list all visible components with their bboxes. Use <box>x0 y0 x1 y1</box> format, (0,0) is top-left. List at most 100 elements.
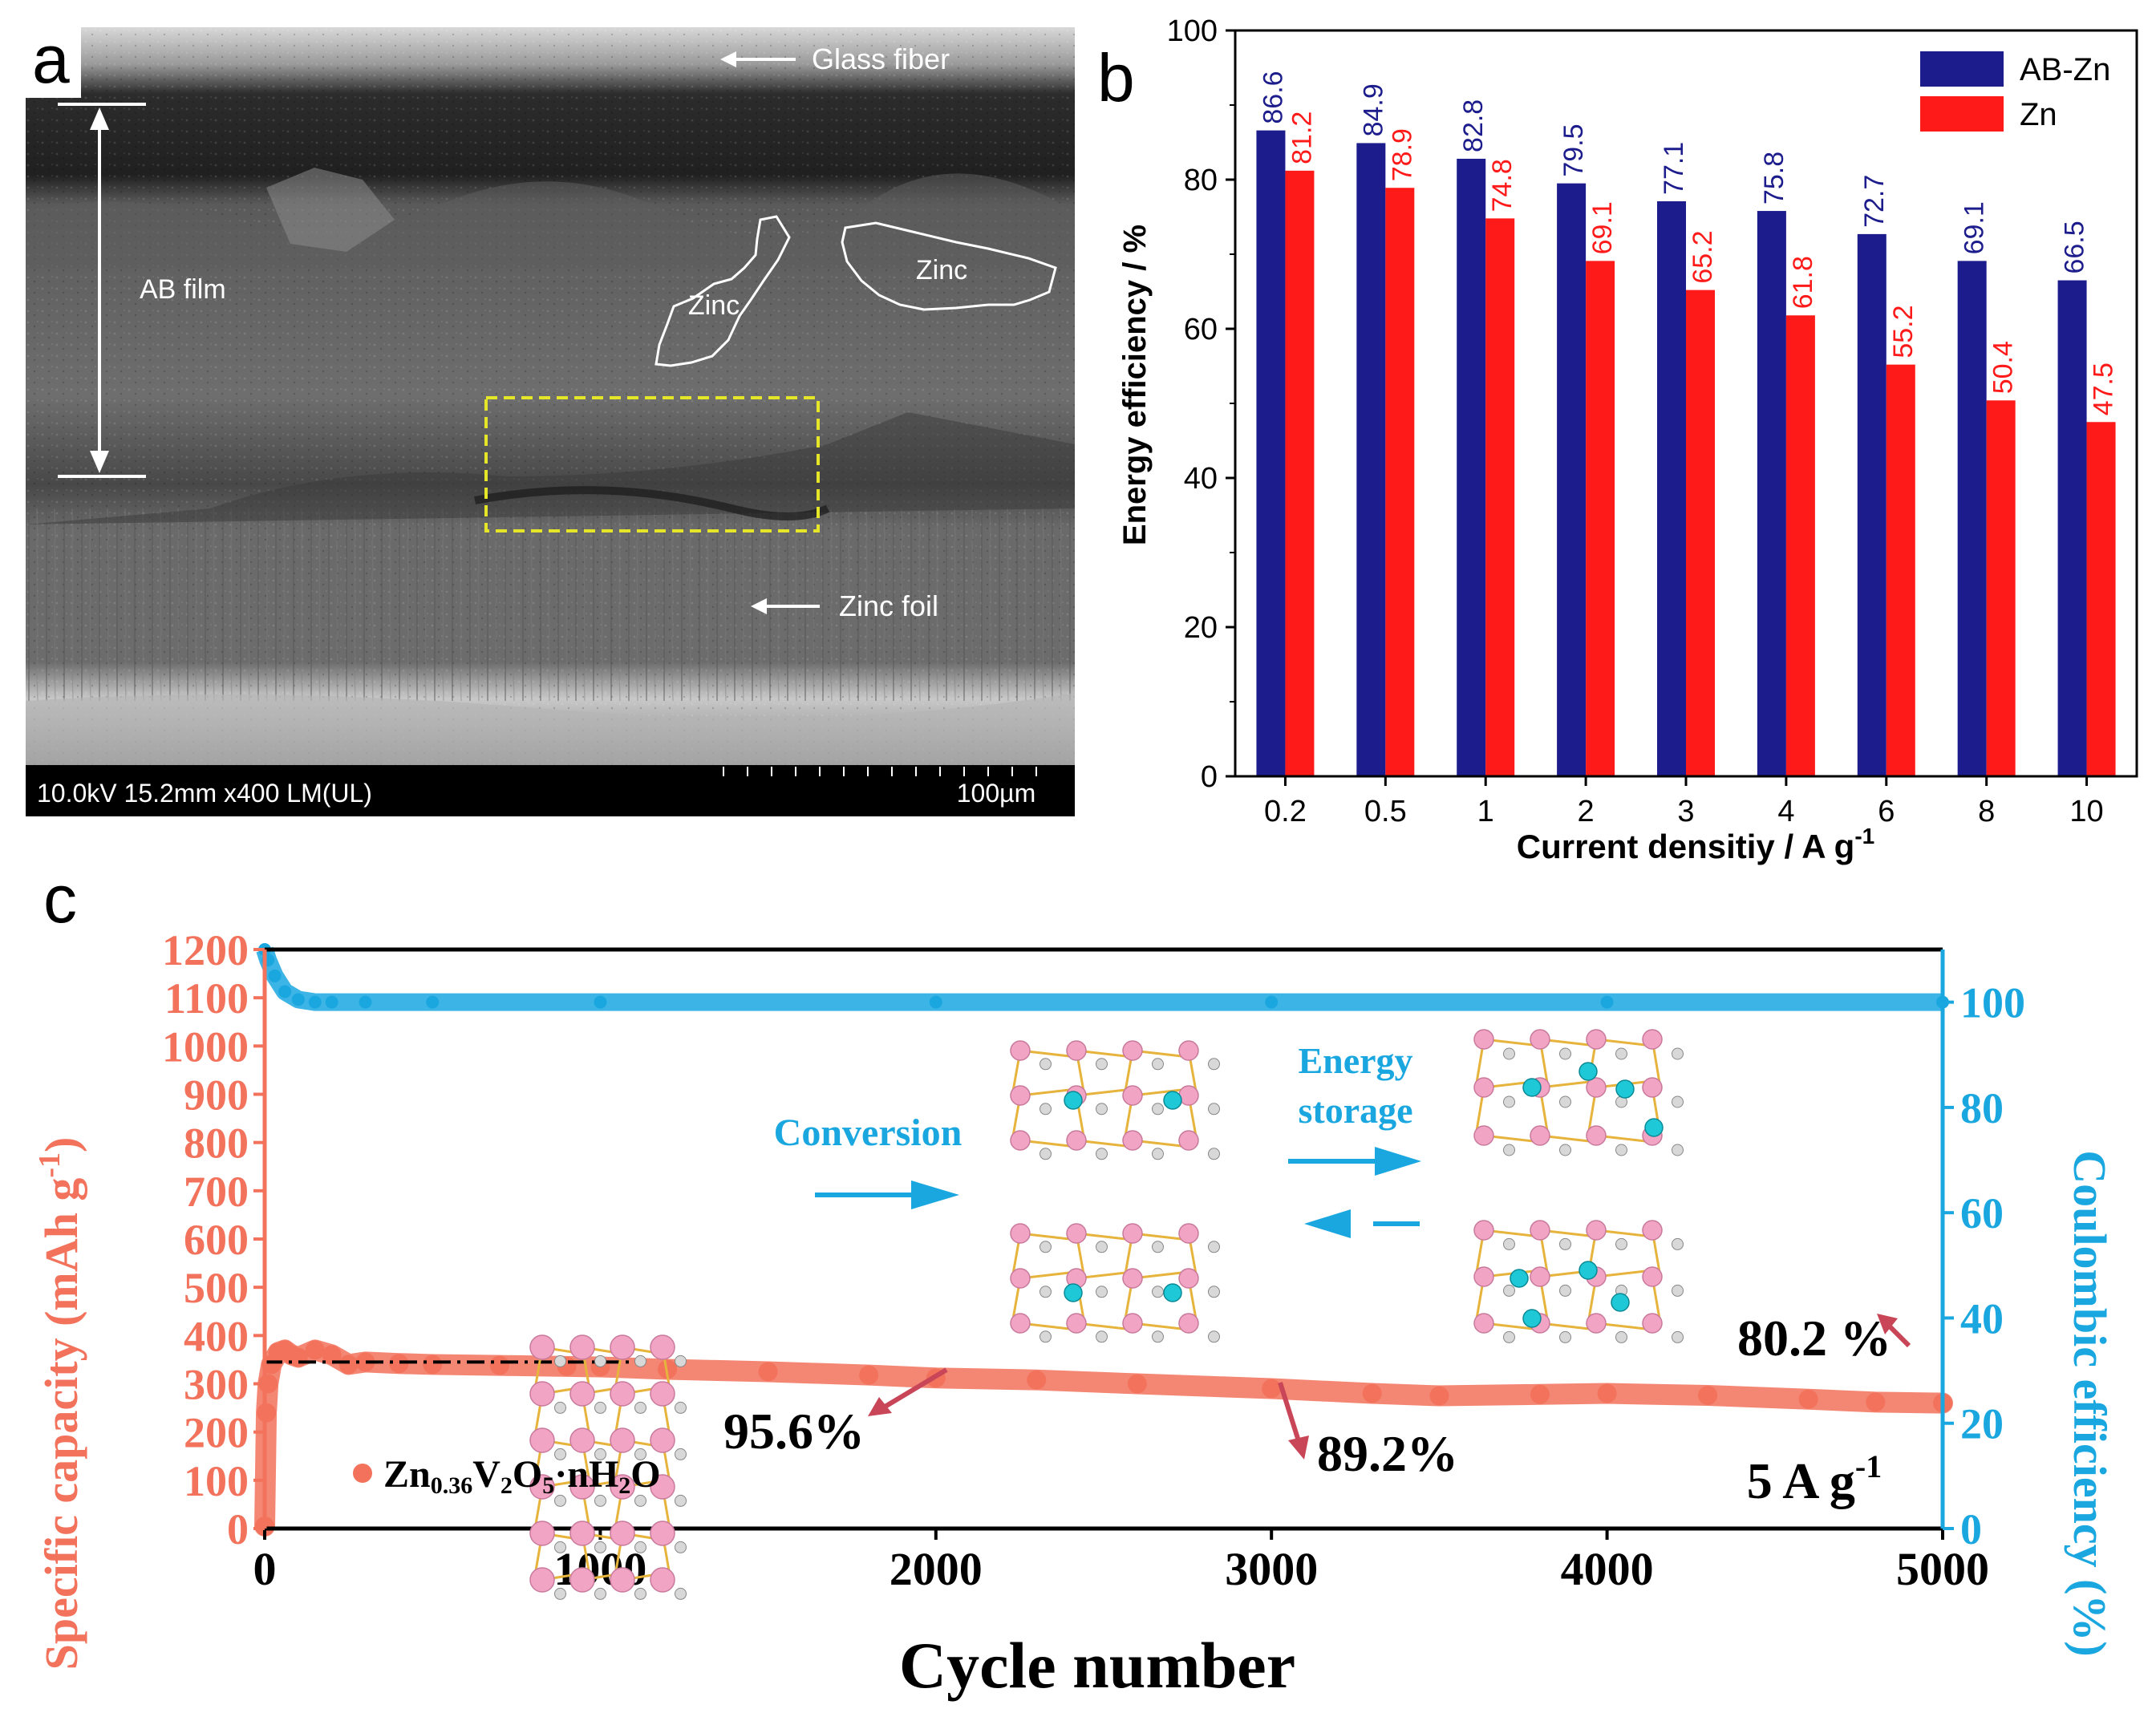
chart-legend: AB-Zn Zn <box>1920 51 2110 132</box>
capacity-point <box>758 1362 778 1382</box>
v-atom <box>1586 1125 1607 1146</box>
zn-ion <box>1578 1261 1598 1280</box>
v-atom <box>1530 1220 1550 1241</box>
o-atom <box>1615 1144 1627 1156</box>
v-atom <box>1642 1029 1663 1050</box>
zn-ion <box>1163 1283 1182 1302</box>
o-atom <box>1559 1330 1571 1343</box>
o-atom <box>594 1401 606 1414</box>
label-conversion: Conversion <box>774 1112 962 1154</box>
capacity-series-band <box>254 1339 1953 1537</box>
bar-zn-0.2 <box>1285 170 1315 777</box>
o-atom <box>1672 1330 1684 1343</box>
left-y-tick-label: 900 <box>184 1071 249 1120</box>
o-atom <box>1208 1241 1220 1253</box>
series-legend: Zn0.36V2O5·nH2O <box>353 1453 661 1499</box>
capacity-point <box>322 1345 342 1365</box>
coulombic-series-band <box>256 946 1943 1011</box>
right-y-tick-label: 80 <box>1960 1084 2004 1132</box>
bar-ab-zn-1 <box>1457 158 1486 776</box>
bar-value-label: 84.9 <box>1358 83 1388 136</box>
o-atom <box>1559 1095 1571 1108</box>
o-atom <box>1672 1284 1684 1297</box>
v-atom <box>650 1474 675 1500</box>
bar-zn-3 <box>1686 290 1715 776</box>
o-atom <box>554 1448 566 1460</box>
crystal-structure-illustration <box>529 1029 1684 1600</box>
bar-value-label: 78.9 <box>1387 128 1417 181</box>
v-atom <box>1530 1125 1550 1146</box>
o-atom <box>1096 1103 1108 1116</box>
retention-label-3: 80.2 % <box>1737 1310 1891 1367</box>
bar-ab-zn-0.2 <box>1256 130 1286 776</box>
v-atom <box>1010 1313 1031 1334</box>
y-tick-label: 40 <box>1184 462 1218 496</box>
o-atom <box>1559 1144 1571 1156</box>
crystal-lattice <box>1473 1220 1684 1343</box>
arrow-conversion <box>815 1180 959 1209</box>
v-atom <box>1122 1268 1143 1289</box>
o-atom <box>1559 1047 1571 1060</box>
v-atom <box>1122 1085 1143 1106</box>
sem-info-bar <box>26 765 1075 816</box>
v-atom <box>1473 1313 1494 1334</box>
o-atom <box>594 1541 606 1553</box>
label-storage: storage <box>1298 1090 1412 1131</box>
v-atom <box>1010 1040 1031 1061</box>
o-atom <box>675 1587 687 1600</box>
v-atom <box>1473 1220 1494 1241</box>
left-y-tick-label: 600 <box>184 1216 249 1264</box>
coulombic-point <box>1600 995 1614 1009</box>
v-atom <box>1010 1223 1031 1244</box>
o-atom <box>1503 1284 1515 1297</box>
legend-label: Zn0.36V2O5·nH2O <box>383 1453 661 1499</box>
bar-value-label: 61.8 <box>1788 256 1818 309</box>
v-atom <box>1642 1077 1663 1098</box>
o-atom <box>1152 1103 1164 1116</box>
energy-efficiency-chart: b 86.681.284.978.982.874.879.569.177.165… <box>1097 14 2138 865</box>
bar-value-label: 86.6 <box>1258 71 1288 124</box>
right-y-tick-label: 40 <box>1960 1294 2004 1342</box>
panel-letter-c: c <box>43 861 77 937</box>
right-y-tick-label: 60 <box>1960 1189 2004 1237</box>
v-atom <box>1122 1313 1143 1334</box>
v-atom <box>610 1427 635 1453</box>
crystal-lattice <box>529 1334 687 1600</box>
o-atom <box>675 1355 687 1367</box>
capacity-point <box>305 1340 325 1360</box>
coulombic-point <box>929 995 942 1009</box>
zn-ion <box>1578 1062 1598 1081</box>
v-atom <box>650 1567 675 1593</box>
v-atom <box>1066 1130 1087 1151</box>
v-atom <box>529 1567 555 1593</box>
bar-ab-zn-6 <box>1857 233 1886 776</box>
o-atom <box>634 1541 646 1553</box>
o-atom <box>634 1587 646 1600</box>
v-atom <box>1178 1313 1199 1334</box>
o-atom <box>1503 1095 1515 1108</box>
capacity-point <box>1027 1370 1047 1390</box>
zinc-outline-right <box>841 221 1057 311</box>
v-atom <box>1122 1130 1143 1151</box>
v-atom <box>1473 1077 1494 1098</box>
legend-marker <box>353 1464 372 1483</box>
sem-scale-text: 100µm <box>957 779 1035 808</box>
bar-zn-10 <box>2086 422 2116 776</box>
o-atom <box>634 1448 646 1460</box>
x-tick-label: 0.5 <box>1364 795 1407 828</box>
o-atom <box>1503 1237 1515 1250</box>
v-atom <box>1178 1130 1199 1151</box>
v-atom <box>1010 1130 1031 1151</box>
retention-label-1: 95.6% <box>723 1403 865 1460</box>
legend-label-ab-zn: AB-Zn <box>2020 52 2110 87</box>
coulombic-point <box>594 995 607 1009</box>
o-atom <box>554 1494 566 1507</box>
coulombic-point <box>359 995 372 1009</box>
coulombic-point <box>426 995 440 1009</box>
x-tick-label: 10 <box>2069 795 2103 828</box>
current-density-label: 5 A g-1 <box>1747 1448 1882 1509</box>
v-atom <box>650 1334 675 1360</box>
o-atom <box>1096 1286 1108 1298</box>
capacity-point <box>1798 1389 1818 1409</box>
y-tick-label: 60 <box>1184 313 1218 346</box>
